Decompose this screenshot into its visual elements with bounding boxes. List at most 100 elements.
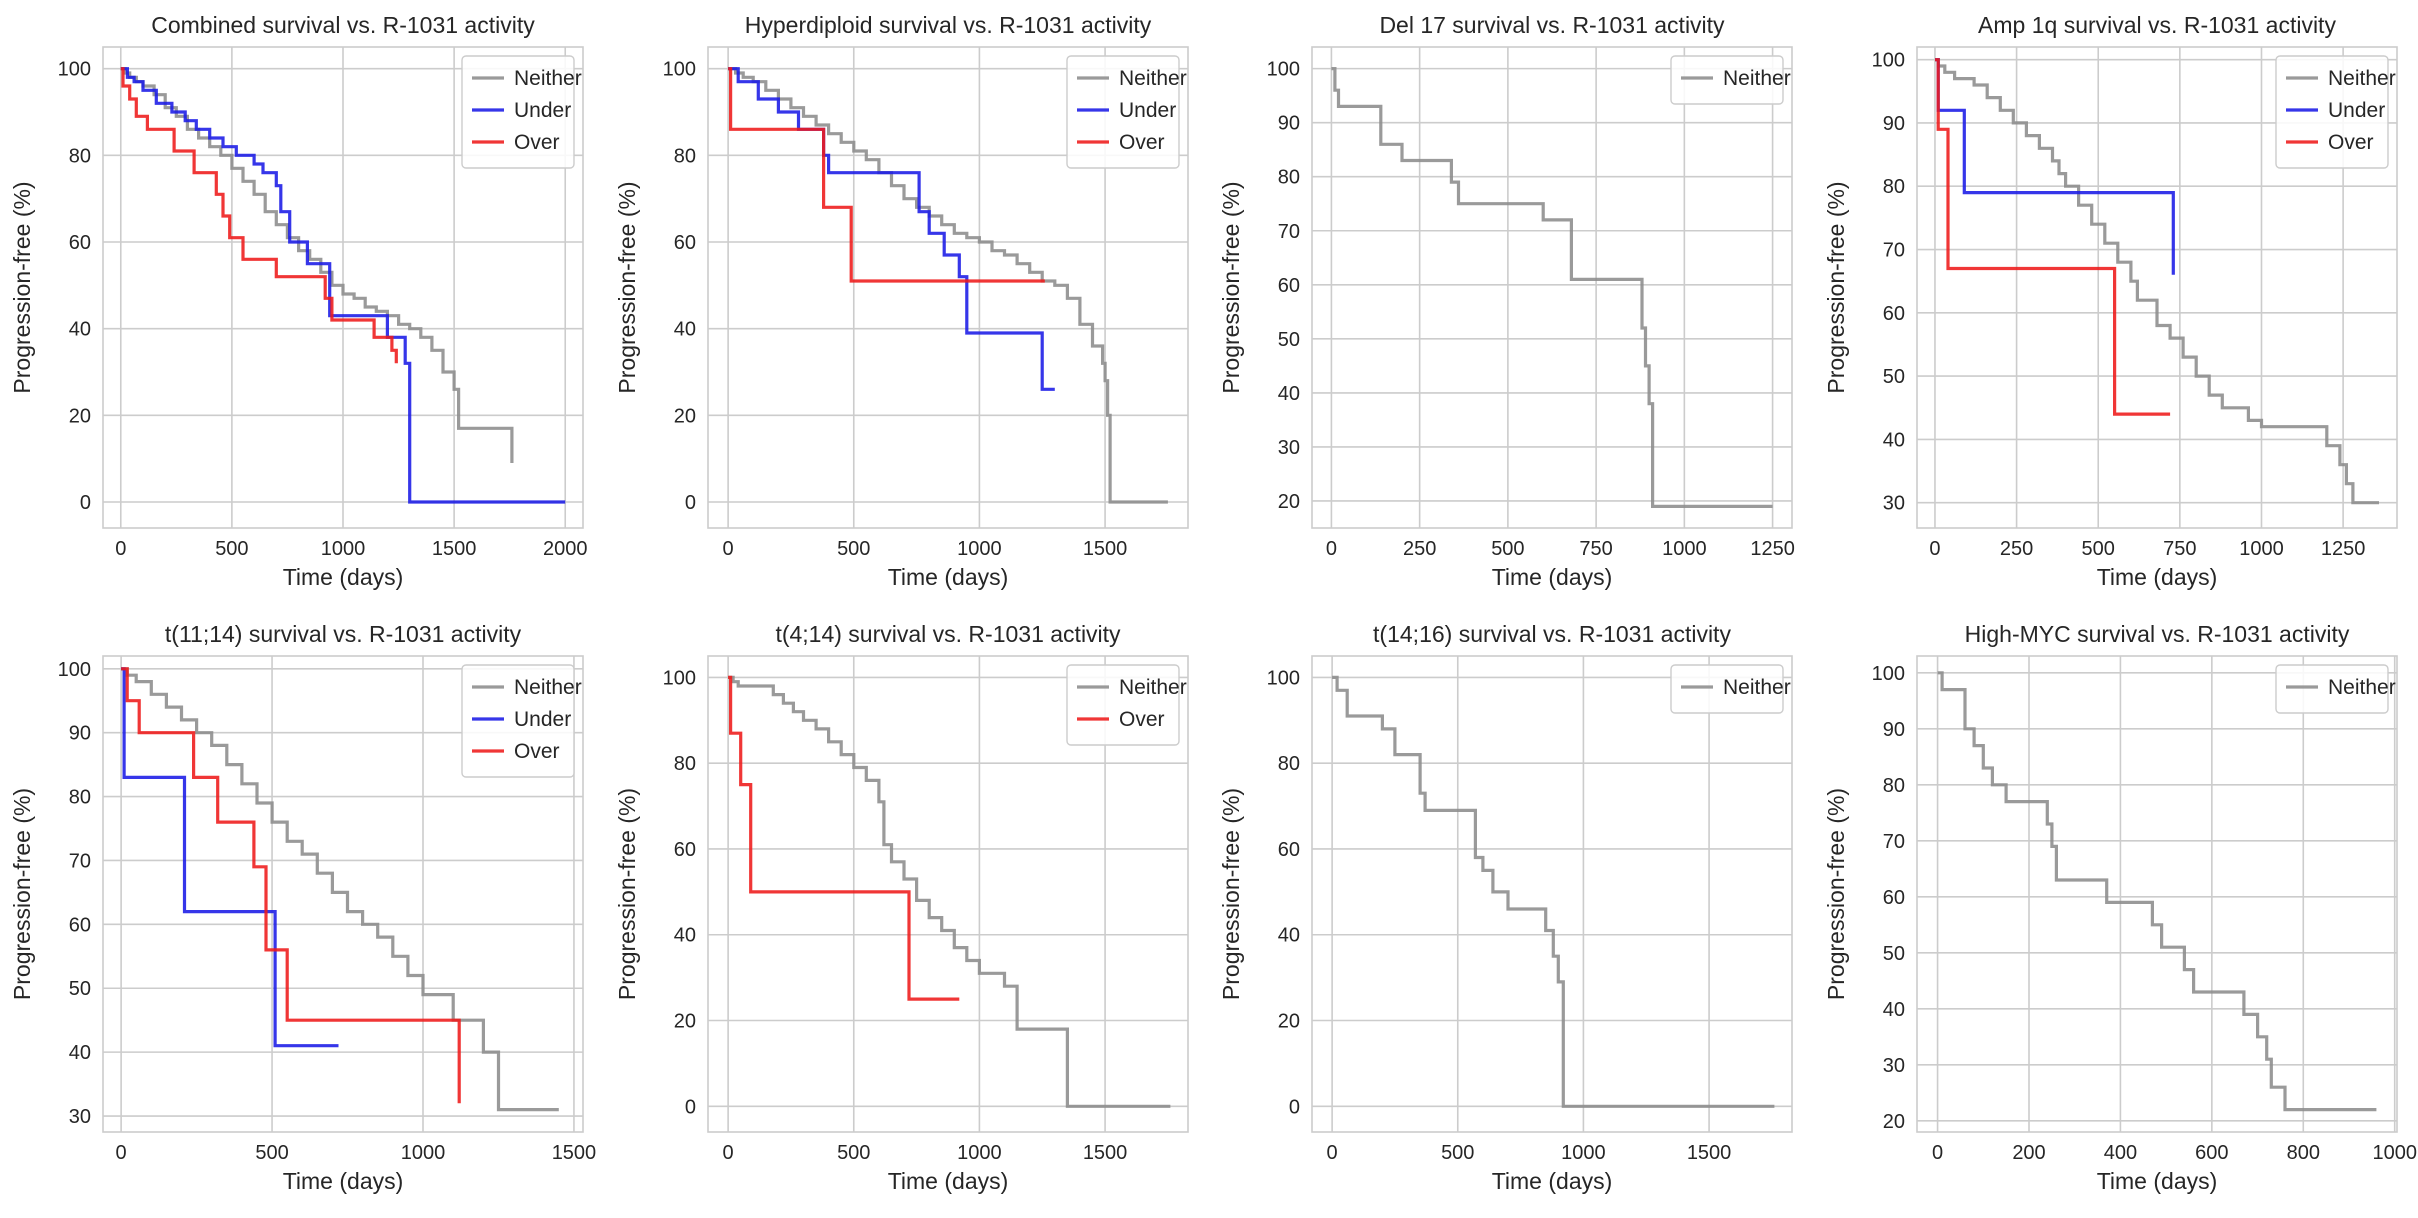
legend-label-neither: Neither (1723, 676, 1791, 699)
y-tick-label: 100 (1267, 59, 1300, 81)
legend-label-neither: Neither (1119, 67, 1187, 90)
chart-title: t(14;16) survival vs. R-1031 activity (1373, 621, 1731, 647)
series-line-under (120, 67, 566, 504)
legend-label-neither: Neither (2328, 676, 2396, 699)
x-tick-label: 500 (837, 538, 870, 560)
legend-label-over: Over (514, 131, 560, 154)
y-axis-label: Progression-free (%) (9, 788, 35, 1000)
y-tick-label: 70 (1883, 831, 1905, 853)
x-tick-label: 1000 (401, 1142, 446, 1164)
x-tick-label: 0 (116, 1142, 127, 1164)
legend-box (2275, 55, 2389, 169)
x-tick-label: 1000 (321, 538, 366, 560)
x-tick-label: 0 (115, 538, 126, 560)
chart-title: t(4;14) survival vs. R-1031 activity (775, 621, 1121, 647)
y-tick-label: 80 (69, 145, 91, 167)
x-tick-label: 600 (2195, 1142, 2228, 1164)
y-tick-label: 90 (1883, 719, 1905, 741)
legend: Neither Under Over (1066, 55, 1187, 169)
y-tick-label: 30 (69, 1106, 91, 1128)
y-tick-label: 40 (674, 319, 696, 341)
x-tick-label: 1250 (1750, 538, 1795, 560)
plot-frame (707, 655, 1189, 1133)
x-tick-label: 0 (723, 538, 734, 560)
series-line-under (728, 67, 1055, 391)
y-tick-label: 60 (1278, 275, 1300, 297)
x-tick-label: 250 (2000, 538, 2033, 560)
legend-box (1066, 664, 1180, 746)
x-tick-label: 1500 (1083, 538, 1128, 560)
chart-panel-8: 0 200 400 600 800 1000 20 30 40 50 60 70 80 90 100 High… (1823, 621, 2417, 1194)
x-tick-label: 500 (2082, 538, 2115, 560)
y-tick-label: 80 (1883, 775, 1905, 797)
x-tick-label: 0 (1929, 538, 1940, 560)
x-tick-label: 800 (2287, 1142, 2320, 1164)
series-line-neither (120, 67, 514, 463)
y-tick-label: 40 (1278, 925, 1300, 947)
y-tick-label: 40 (69, 319, 91, 341)
plot-frame (1311, 46, 1793, 529)
chart-panel-1: 0 500 1000 1500 2000 0 20 40 60 80 100 Combined sur… (9, 12, 587, 590)
y-tick-label: 100 (663, 59, 696, 81)
series-line-under (1935, 58, 2175, 275)
plot-frame (707, 46, 1189, 529)
x-tick-label: 1000 (2372, 1142, 2417, 1164)
series-line-neither (1331, 67, 1773, 508)
y-tick-label: 0 (80, 492, 91, 514)
y-tick-label: 80 (674, 145, 696, 167)
y-tick-label: 80 (674, 753, 696, 775)
legend-box (1670, 55, 1784, 105)
chart-panel-3: 0 250 500 750 1000 1250 20 30 40 50 60 70 80 90 100 Del… (1218, 12, 1795, 590)
x-axis-label: Time (days) (2097, 564, 2218, 590)
x-axis-label: Time (days) (888, 564, 1009, 590)
legend: Neither Over (1066, 664, 1187, 746)
legend-label-under: Under (1119, 99, 1176, 122)
chart-panel-6: 0 500 1000 1500 0 20 40 60 80 100 t(4;14) survival… (614, 621, 1189, 1194)
x-tick-label: 1500 (1687, 1142, 1732, 1164)
plot-frame (1311, 655, 1793, 1133)
chart-panel-4: 0 250 500 750 1000 1250 30 40 50 60 70 80 90 100 Amp 1… (1823, 12, 2398, 590)
chart-panel-7: 0 500 1000 1500 0 20 40 60 80 100 t(14;16) surviva… (1218, 621, 1793, 1194)
y-tick-label: 30 (1278, 437, 1300, 459)
y-tick-label: 40 (1883, 429, 1905, 451)
y-tick-label: 60 (1883, 887, 1905, 909)
x-tick-label: 1500 (432, 538, 477, 560)
y-tick-label: 90 (69, 723, 91, 745)
y-tick-label: 60 (674, 839, 696, 861)
y-axis-label: Progression-free (%) (614, 181, 640, 393)
x-tick-label: 1000 (1662, 538, 1707, 560)
chart-title: Del 17 survival vs. R-1031 activity (1379, 12, 1725, 38)
y-tick-label: 100 (663, 667, 696, 689)
legend-label-over: Over (1119, 708, 1165, 731)
legend-label-under: Under (514, 708, 571, 731)
legend-label-over: Over (1119, 131, 1165, 154)
x-tick-label: 500 (255, 1142, 288, 1164)
chart-title: Combined survival vs. R-1031 activity (151, 12, 535, 38)
y-tick-label: 50 (1278, 329, 1300, 351)
y-tick-label: 40 (1278, 383, 1300, 405)
x-tick-label: 1000 (957, 1142, 1002, 1164)
legend-box (461, 55, 575, 169)
series-line-over (1935, 58, 2171, 416)
x-tick-label: 1000 (2239, 538, 2284, 560)
series-line-neither (121, 667, 559, 1112)
y-tick-label: 100 (58, 59, 91, 81)
y-tick-label: 0 (1289, 1096, 1300, 1118)
legend-label-neither: Neither (514, 67, 582, 90)
y-tick-label: 70 (1278, 221, 1300, 243)
x-axis-label: Time (days) (888, 1168, 1009, 1194)
y-tick-label: 30 (1883, 493, 1905, 515)
y-tick-label: 20 (1883, 1111, 1905, 1133)
legend-box (2275, 664, 2389, 714)
y-tick-label: 100 (58, 659, 91, 681)
series-line-neither (1937, 671, 2377, 1112)
x-axis-label: Time (days) (283, 564, 404, 590)
series-line-neither (728, 67, 1168, 504)
chart-title: t(11;14) survival vs. R-1031 activity (165, 621, 522, 647)
x-tick-label: 400 (2104, 1142, 2137, 1164)
y-tick-label: 20 (674, 1011, 696, 1033)
y-tick-label: 80 (1278, 167, 1300, 189)
x-tick-label: 1500 (1083, 1142, 1128, 1164)
y-axis-label: Progression-free (%) (9, 181, 35, 393)
legend: Neither Under Over (461, 55, 582, 169)
